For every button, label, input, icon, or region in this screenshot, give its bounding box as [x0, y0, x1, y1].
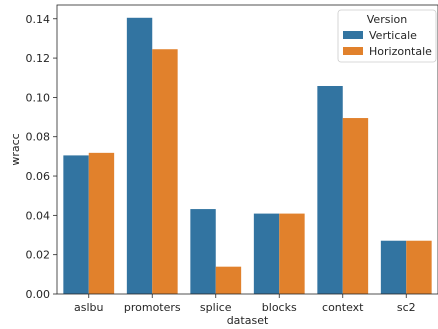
y-tick-label: 0.02 — [26, 249, 51, 262]
x-axis: aslbu promoters splice blocks context sc2 — [74, 294, 416, 314]
plot-frame — [56, 4, 438, 295]
y-tick-label: 0.10 — [26, 91, 51, 104]
y-axis: 0.00 0.02 0.04 0.06 0.08 0.10 0.12 0.14 — [26, 13, 57, 301]
bar-splice-horizontale — [215, 266, 242, 294]
x-tick-label: splice — [200, 301, 232, 314]
bars-layer — [63, 17, 432, 295]
legend: Version Verticale Horizontale — [337, 9, 437, 63]
bar-aslbu-verticale — [63, 155, 89, 294]
bar-promoters-verticale — [126, 17, 153, 295]
legend-label-horizontale: Horizontale — [369, 45, 432, 58]
legend-swatch-horizontale — [343, 47, 363, 55]
bar-promoters-horizontale — [152, 49, 178, 294]
bar-blocks-verticale — [253, 213, 280, 294]
legend-label-verticale: Verticale — [369, 29, 417, 42]
bar-sc2-verticale — [380, 240, 407, 294]
x-tick-label: aslbu — [74, 301, 103, 314]
x-tick-label: promoters — [124, 301, 181, 314]
y-axis-label: wracc — [9, 133, 22, 165]
x-tick-label: context — [322, 301, 364, 314]
bar-sc2-horizontale — [406, 240, 432, 294]
bar-splice-verticale — [190, 209, 216, 294]
y-tick-label: 0.08 — [26, 131, 51, 144]
legend-title: Version — [367, 13, 407, 26]
y-tick-label: 0.12 — [26, 52, 51, 65]
y-tick-label: 0.04 — [26, 209, 51, 222]
bar-aslbu-horizontale — [88, 152, 115, 294]
x-tick-label: blocks — [262, 301, 297, 314]
y-tick-label: 0.00 — [26, 288, 51, 301]
legend-swatch-verticale — [343, 31, 363, 39]
x-tick-label: sc2 — [397, 301, 416, 314]
y-tick-label: 0.06 — [26, 170, 51, 183]
y-tick-label: 0.14 — [26, 13, 51, 26]
bar-context-verticale — [317, 85, 343, 294]
bar-blocks-horizontale — [279, 213, 305, 294]
bar-context-horizontale — [342, 118, 369, 294]
x-axis-label: dataset — [227, 314, 269, 327]
